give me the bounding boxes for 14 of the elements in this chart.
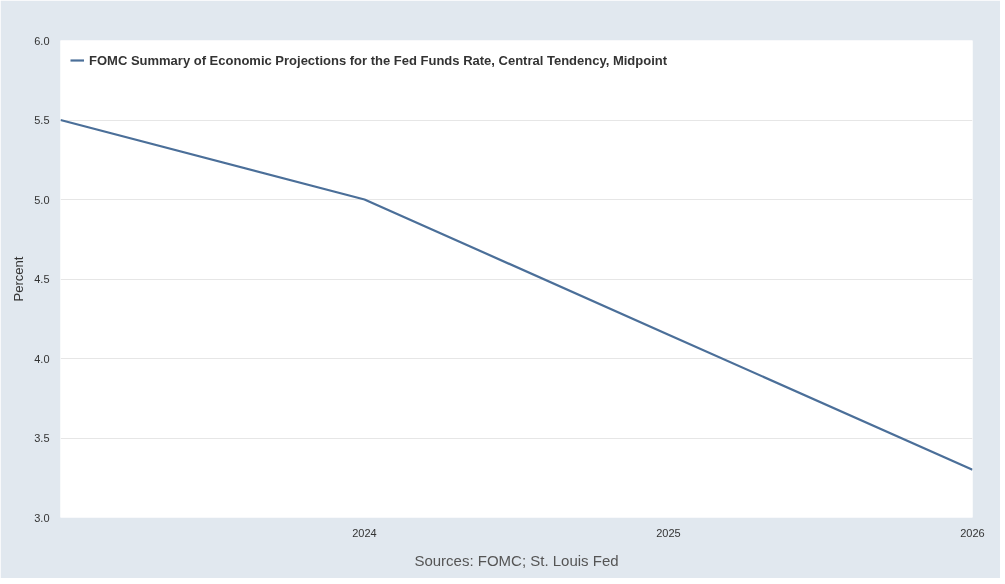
x-tick-label: 2024 [352, 526, 377, 539]
y-tick-label: 3.0 [34, 511, 50, 524]
y-tick-label: 4.5 [34, 273, 50, 285]
x-tick-label: 2026 [960, 526, 985, 539]
x-tick-label: 2025 [656, 526, 681, 539]
y-tick-label: 5.5 [34, 114, 50, 126]
y-tick-label: 4.0 [34, 352, 50, 365]
y-tick-label: 6.0 [34, 34, 50, 47]
legend-label: FOMC Summary of Economic Projections for the Fed Funds Rate, Central Tendency, Midpoint [89, 52, 668, 68]
source-note: Sources: FOMC; St. Louis Fed [414, 551, 619, 569]
y-axis-title: Percent [11, 256, 27, 302]
y-tick-label: 5.0 [34, 193, 50, 206]
y-tick-label: 3.5 [34, 432, 50, 444]
line-series [60, 118, 973, 471]
